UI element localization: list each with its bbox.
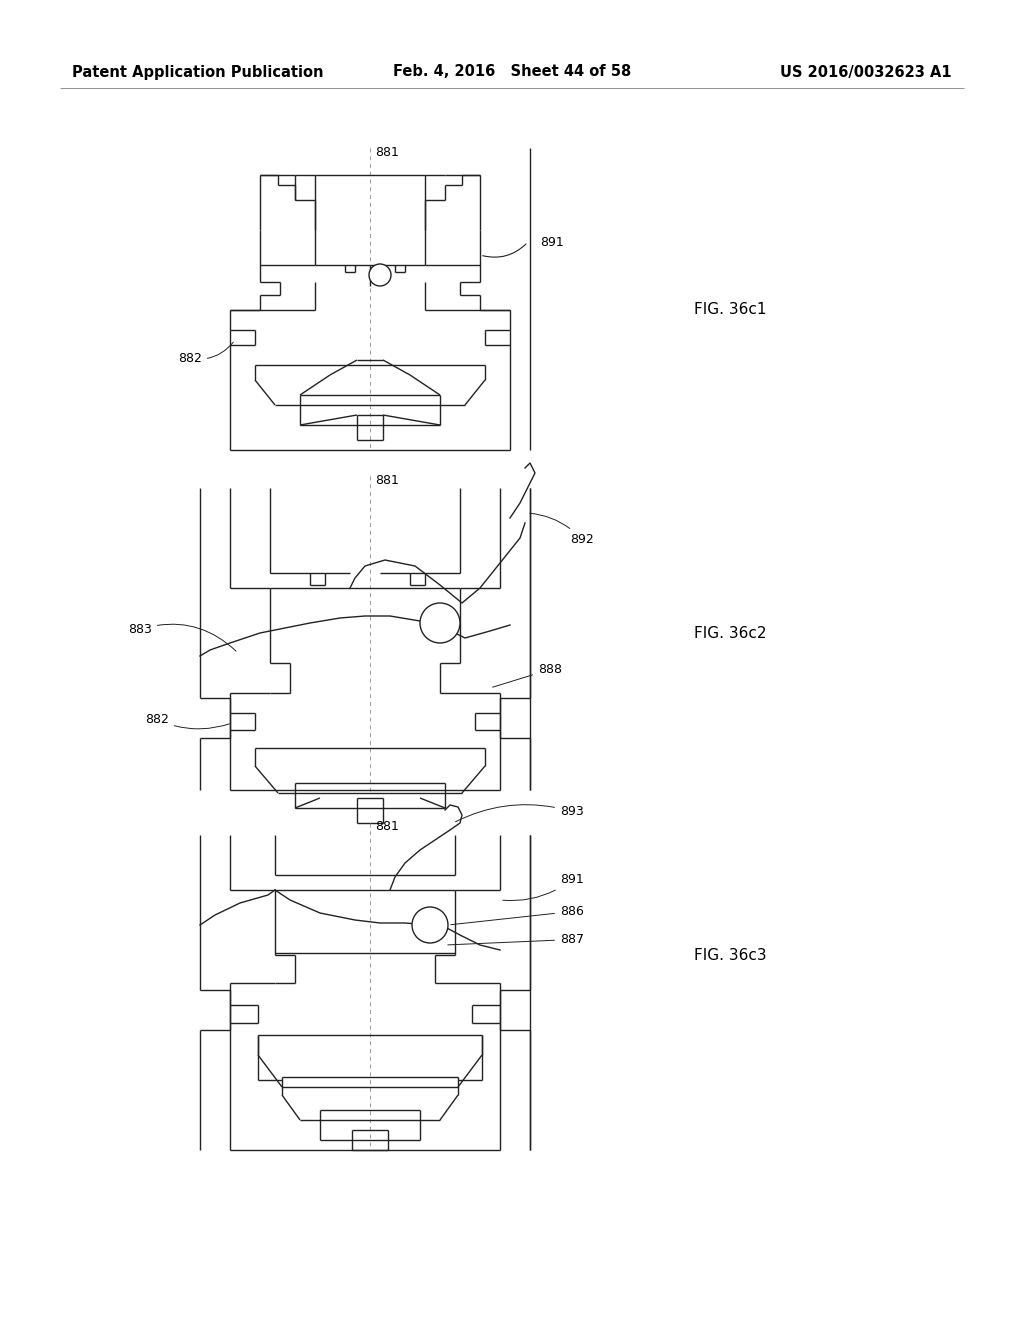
Text: 892: 892 xyxy=(529,513,594,546)
Text: 881: 881 xyxy=(375,821,399,833)
Circle shape xyxy=(412,907,449,942)
Text: FIG. 36c2: FIG. 36c2 xyxy=(693,626,766,640)
Circle shape xyxy=(420,603,460,643)
Text: Patent Application Publication: Patent Application Publication xyxy=(72,65,324,79)
Text: 881: 881 xyxy=(375,474,399,487)
Text: 882: 882 xyxy=(178,342,233,366)
Text: 882: 882 xyxy=(145,713,229,729)
Text: 887: 887 xyxy=(447,933,584,946)
Text: Feb. 4, 2016   Sheet 44 of 58: Feb. 4, 2016 Sheet 44 of 58 xyxy=(393,65,631,79)
Text: 886: 886 xyxy=(451,906,584,925)
Text: 891: 891 xyxy=(503,873,584,900)
Text: FIG. 36c3: FIG. 36c3 xyxy=(693,948,766,962)
Text: 881: 881 xyxy=(375,145,399,158)
Text: FIG. 36c1: FIG. 36c1 xyxy=(693,302,766,318)
Circle shape xyxy=(369,264,391,286)
Text: 893: 893 xyxy=(456,805,584,822)
Text: 888: 888 xyxy=(493,663,562,688)
Text: US 2016/0032623 A1: US 2016/0032623 A1 xyxy=(780,65,952,79)
Text: 883: 883 xyxy=(128,623,236,651)
Text: 891: 891 xyxy=(540,235,564,248)
